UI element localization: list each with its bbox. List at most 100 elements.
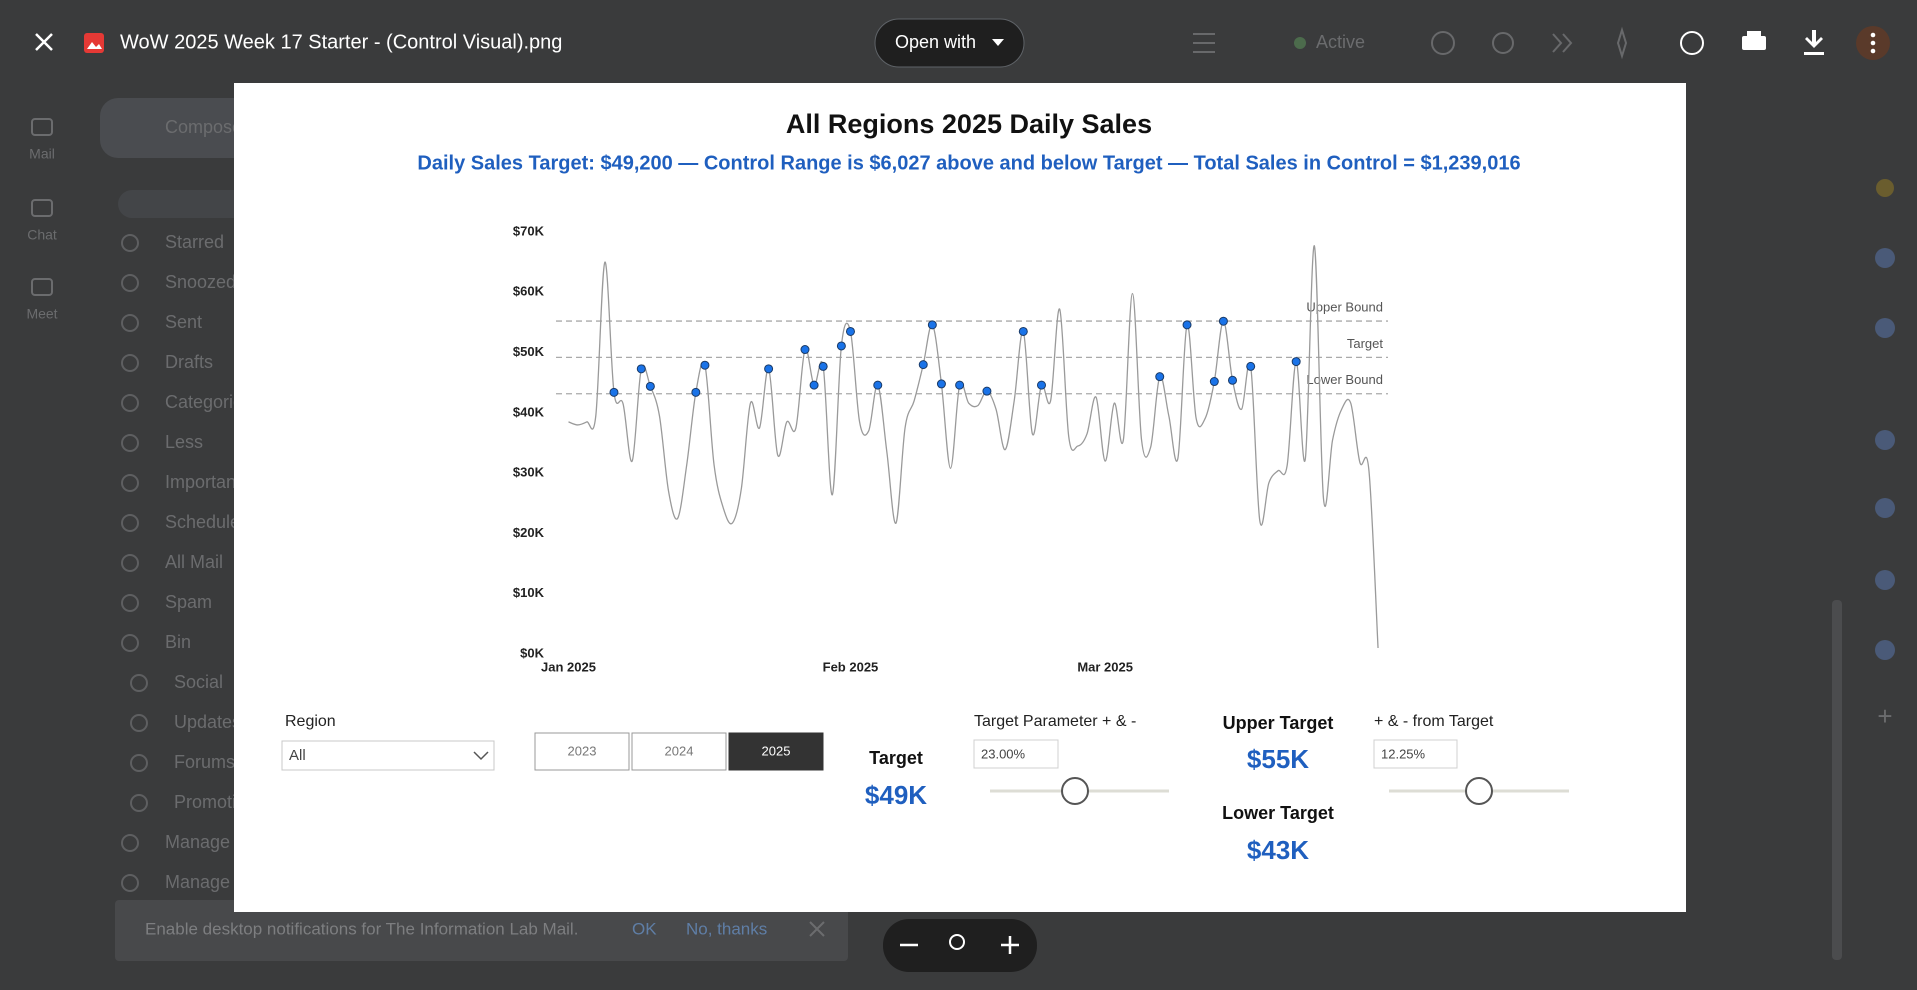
in-control-point[interactable]	[927, 320, 937, 330]
reference-label: Upper Bound	[1306, 299, 1383, 314]
drive-icon[interactable]	[1680, 31, 1704, 55]
nav-icon	[31, 199, 53, 217]
in-control-point[interactable]	[873, 380, 883, 390]
file-icon-glyph	[87, 42, 102, 49]
in-control-point[interactable]	[1246, 361, 1256, 371]
folder-label[interactable]: Categories	[165, 392, 252, 412]
close-icon[interactable]	[35, 33, 53, 51]
in-control-point[interactable]	[609, 387, 619, 397]
folder-label[interactable]: Drafts	[165, 352, 213, 372]
compose-label[interactable]: Compose	[165, 117, 242, 137]
year-buttons: 2023 2024 2025	[534, 732, 824, 771]
folder-label[interactable]: Less	[165, 432, 203, 452]
lower-value: $43K	[1247, 835, 1309, 865]
folder-label[interactable]: Snoozed	[165, 272, 236, 292]
parameter-value[interactable]: 23.00%	[981, 746, 1026, 761]
add-icon[interactable]: +	[1877, 701, 1892, 731]
in-control-point[interactable]	[955, 380, 965, 390]
range-input[interactable]	[1373, 739, 1458, 769]
in-control-point[interactable]	[836, 341, 846, 351]
folder-label[interactable]: Manage	[165, 832, 230, 852]
in-control-point[interactable]	[918, 360, 928, 370]
in-control-point[interactable]	[809, 380, 819, 390]
folder-label[interactable]: Spam	[165, 592, 212, 612]
file-icon	[84, 33, 104, 53]
in-control-point[interactable]	[1036, 380, 1046, 390]
nav-label[interactable]: Meet	[26, 306, 57, 322]
folder-label[interactable]: Bin	[165, 632, 191, 652]
folder-label[interactable]: Updates	[174, 712, 241, 732]
year-label[interactable]: 2025	[762, 743, 791, 758]
toolbar-icons[interactable]	[1742, 30, 1824, 55]
year-button[interactable]	[728, 732, 824, 771]
lower-label: Lower Target	[1222, 803, 1334, 823]
open-with-label[interactable]: Open with	[895, 32, 976, 52]
folder-label[interactable]: Starred	[165, 232, 224, 252]
region-dropdown[interactable]	[281, 740, 495, 771]
year-button[interactable]	[534, 732, 630, 771]
y-tick-label: $60K	[513, 284, 545, 299]
in-control-point[interactable]	[1018, 326, 1028, 336]
folder-icon	[121, 514, 139, 532]
in-control-point[interactable]	[845, 326, 855, 336]
in-control-point[interactable]	[691, 387, 701, 397]
status: Active	[1316, 32, 1365, 52]
side-icons	[1875, 248, 1895, 660]
in-control-point[interactable]	[1218, 316, 1228, 326]
in-control-point[interactable]	[636, 364, 646, 374]
folder-label[interactable]: Social	[174, 672, 223, 692]
file-name: WoW 2025 Week 17 Starter - (Control Visu…	[120, 31, 562, 53]
folder-icon	[121, 234, 139, 252]
in-control-point[interactable]	[764, 364, 774, 374]
folder-label[interactable]: Manage	[165, 872, 230, 892]
in-control-point[interactable]	[1155, 372, 1165, 382]
folder-icon	[121, 394, 139, 412]
chart-title: All Regions 2025 Daily Sales	[786, 109, 1152, 139]
in-control-point[interactable]	[982, 386, 992, 396]
in-control-point[interactable]	[1182, 320, 1192, 330]
folder-label[interactable]: Important	[165, 472, 241, 492]
notification-ok[interactable]: OK	[632, 919, 657, 938]
range-value[interactable]: 12.25%	[1381, 746, 1426, 761]
year-button[interactable]	[631, 732, 727, 771]
y-tick-label: $20K	[513, 525, 545, 540]
open-with-caret	[992, 39, 1004, 46]
folder-label[interactable]: Scheduled	[165, 512, 250, 532]
in-control-point[interactable]	[700, 360, 710, 370]
y-tick-label: $30K	[513, 465, 545, 480]
folder-icon	[121, 314, 139, 332]
toolbar-icons-dim	[1193, 26, 1628, 60]
notification-close[interactable]	[809, 921, 825, 937]
folder-label[interactable]: All Mail	[165, 552, 223, 572]
open-with-button[interactable]	[874, 18, 1025, 68]
folder-label[interactable]: Forums	[174, 752, 235, 772]
folder-icon	[121, 274, 139, 292]
region-value[interactable]: All	[289, 747, 306, 764]
in-control-point[interactable]	[645, 381, 655, 391]
nav-label[interactable]: Chat	[27, 227, 57, 243]
year-label[interactable]: 2024	[665, 743, 694, 758]
scrollbar	[1832, 600, 1842, 960]
in-control-point[interactable]	[936, 379, 946, 389]
zoom-buttons[interactable]	[900, 936, 1019, 954]
folder-icon	[130, 714, 148, 732]
notification-dismiss[interactable]: No, thanks	[686, 919, 767, 938]
in-control-point[interactable]	[1228, 375, 1238, 385]
in-control-point[interactable]	[818, 361, 828, 371]
nav-label[interactable]: Mail	[29, 146, 55, 162]
folder-label[interactable]: Sent	[165, 312, 202, 332]
zoom-reset[interactable]	[949, 934, 965, 950]
year-label[interactable]: 2023	[568, 743, 597, 758]
more-icon	[1870, 32, 1876, 54]
parameter-slider-knob[interactable]	[1061, 777, 1089, 805]
in-control-point[interactable]	[800, 345, 810, 355]
parameter-input[interactable]	[973, 739, 1059, 769]
folder-icon	[130, 674, 148, 692]
range-slider-knob[interactable]	[1465, 777, 1493, 805]
in-control-point[interactable]	[1209, 377, 1219, 387]
notification-text: Enable desktop notifications for The Inf…	[145, 919, 578, 938]
folder-icon	[121, 874, 139, 892]
in-control-point[interactable]	[1291, 357, 1301, 367]
reference-label: Target	[1347, 336, 1384, 351]
